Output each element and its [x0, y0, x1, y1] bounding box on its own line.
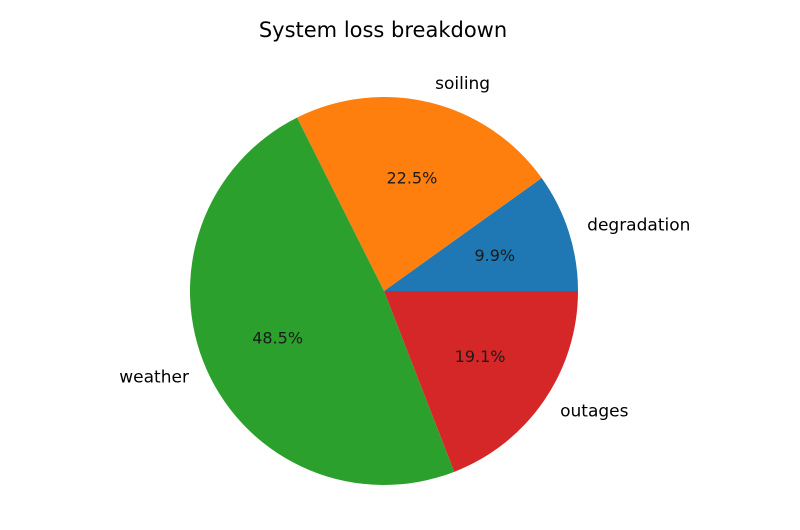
pie-pct-label-outages: 19.1%	[455, 347, 506, 366]
pie-category-label-soiling: soiling	[435, 74, 490, 94]
pie-slice-outages	[384, 291, 578, 472]
pie-slice-soiling	[297, 97, 542, 292]
pie-pct-label-degradation: 9.9%	[474, 246, 515, 265]
pie-category-label-weather: weather	[119, 368, 189, 388]
pie-slice-weather	[189, 117, 455, 486]
pie-labels: 9.9% degradation 22.5% soiling 48.5% weather 1…	[119, 74, 690, 422]
pie-slice-degradation	[384, 177, 578, 291]
pie-pct-label-soiling: 22.5%	[386, 168, 437, 187]
pie-slices	[189, 97, 578, 486]
chart-title: System loss breakdown	[259, 18, 507, 42]
pie-category-label-degradation: degradation	[587, 216, 690, 236]
pie-category-label-outages: outages	[560, 402, 629, 422]
pie-pct-label-weather: 48.5%	[252, 329, 303, 348]
